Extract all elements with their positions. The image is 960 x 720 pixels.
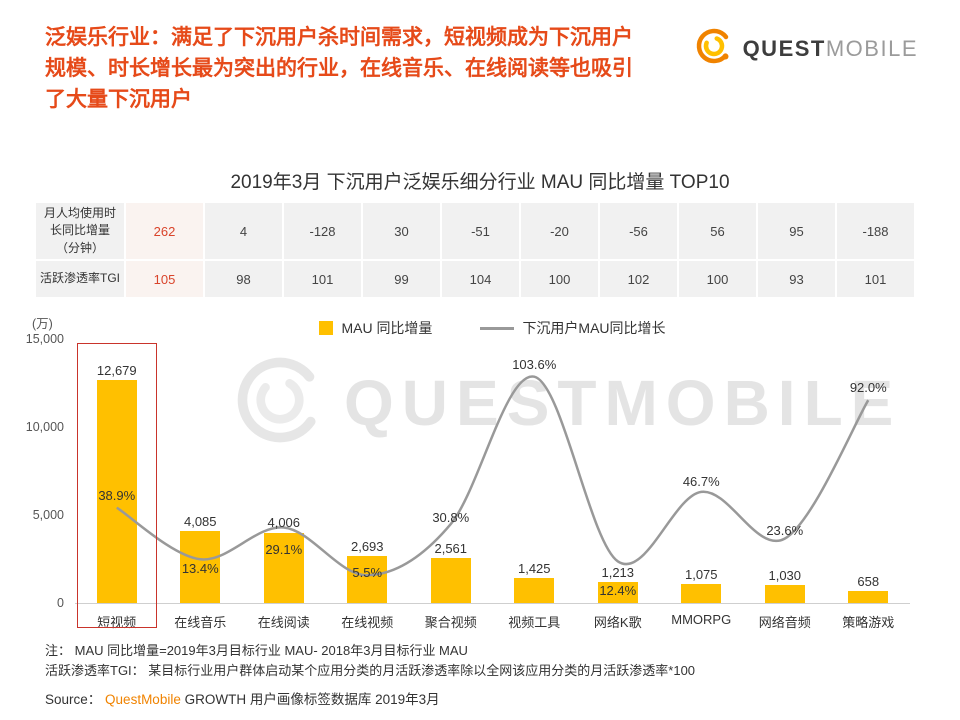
bar-value-label: 12,679	[96, 362, 137, 378]
bar-value-label: 1,075	[684, 567, 718, 583]
questmobile-logo-icon	[694, 26, 734, 71]
y-tick-label: 5,000	[32, 508, 64, 522]
bar-value-label: 2,693	[350, 538, 384, 554]
table-cell: 101	[283, 260, 362, 298]
headline-line-3: 了大量下沉用户	[45, 88, 192, 112]
line-point-label: 5.5%	[352, 565, 383, 581]
x-axis-label: 策略游戏	[842, 615, 895, 630]
bar-value-label: 2,561	[434, 540, 468, 556]
line-point-label: 23.6%	[766, 522, 804, 538]
table-row-label: 月人均使用时长同比增量（分钟）	[35, 202, 125, 260]
legend-line-label: 下沉用户MAU同比增长	[522, 320, 666, 336]
legend-item-line: 下沉用户MAU同比增长	[480, 318, 666, 338]
bar	[681, 584, 722, 603]
table-cell: 101	[836, 260, 915, 298]
x-axis-label: 视频工具	[508, 615, 561, 630]
bar	[430, 557, 471, 603]
bar	[263, 532, 304, 603]
questmobile-logo: QUESTMOBILE	[694, 26, 918, 71]
table-cell: 99	[362, 260, 441, 298]
bar	[96, 379, 137, 603]
table-cell: 98	[204, 260, 283, 298]
x-axis-label: 网络音频	[758, 615, 811, 630]
line-point-label: 13.4%	[181, 561, 219, 577]
table-cell: 95	[757, 202, 836, 260]
footnotes: 注： MAU 同比增量=2019年3月目标行业 MAU- 2018年3月目标行业…	[45, 641, 695, 681]
growth-line	[116, 375, 870, 577]
y-tick-label: 15,000	[25, 332, 64, 346]
line-point-label: 30.8%	[432, 510, 470, 526]
table-cell: 102	[599, 260, 678, 298]
table-cell: 105	[125, 260, 204, 298]
table-cell: 56	[678, 202, 757, 260]
y-axis: 0 5,000 10,000 15,000	[0, 332, 68, 610]
table-cell: -128	[283, 202, 362, 260]
logo-quest-text: QUEST	[742, 35, 826, 61]
line-point-label: 12.4%	[599, 583, 637, 599]
x-axis-label: 短视频	[97, 615, 137, 630]
table-cell: -188	[836, 202, 915, 260]
bar-value-label: 1,425	[517, 560, 551, 576]
bar	[180, 531, 221, 603]
bar	[597, 581, 638, 603]
table-cell: 30	[362, 202, 441, 260]
y-tick-label: 10,000	[25, 420, 64, 434]
legend-item-bar: MAU 同比增量	[319, 318, 432, 338]
bar-value-label: 658	[857, 574, 880, 590]
line-point-label: 103.6%	[512, 356, 557, 372]
bar-value-label: 4,006	[267, 515, 301, 531]
x-axis-label: MMORPG	[671, 612, 732, 627]
bar	[514, 577, 555, 603]
source-rest: GROWTH 用户画像标签数据库 2019年3月	[184, 692, 440, 707]
bar-value-label: 4,085	[183, 514, 217, 530]
chart-title: 2019年3月 下沉用户泛娱乐细分行业 MAU 同比增量 TOP10	[230, 172, 730, 193]
line-point-label: 29.1%	[265, 541, 303, 557]
highlight-box	[76, 343, 157, 628]
table-cell: 104	[441, 260, 520, 298]
table-cell: -20	[520, 202, 599, 260]
bar-series-swatch	[319, 321, 334, 335]
table-cell: 100	[678, 260, 757, 298]
table-cell: 100	[520, 260, 599, 298]
legend-bar-label: MAU 同比增量	[341, 320, 433, 336]
source-line: Source： QuestMobile GROWTH 用户画像标签数据库 201…	[45, 688, 440, 708]
bar	[347, 555, 388, 603]
table-row-label: 活跃渗透率TGI	[35, 260, 125, 298]
source-prefix: Source：	[45, 692, 102, 707]
bar	[764, 584, 805, 603]
y-axis-unit: (万)	[32, 317, 53, 331]
bar-value-label: 1,030	[768, 567, 802, 583]
headline-line-2: 规模、时长增长最为突出的行业，在线音乐、在线阅读等也吸引	[45, 57, 633, 81]
x-axis-label: 在线视频	[341, 615, 394, 630]
table-cell: 4	[204, 202, 283, 260]
chart-legend: MAU 同比增量 下沉用户MAU同比增长	[75, 318, 910, 338]
headline: 泛娱乐行业：满足了下沉用户杀时间需求，短视频成为下沉用户 规模、时长增长最为突出…	[45, 22, 755, 115]
footnote-1: 注： MAU 同比增量=2019年3月目标行业 MAU- 2018年3月目标行业…	[45, 643, 468, 658]
x-axis-label: 网络K歌	[593, 615, 642, 630]
line-point-label: 46.7%	[682, 473, 720, 489]
headline-line-1: 泛娱乐行业：满足了下沉用户杀时间需求，短视频成为下沉用户	[45, 26, 633, 49]
metrics-table: 月人均使用时长同比增量（分钟） 262 4 -128 30 -51 -20 -56 56 95 -1…	[35, 202, 915, 298]
line-point-label: 92.0%	[849, 380, 887, 396]
plot-area: QUESTMOBILE 12,679 短视频 4,085 在线音乐 4,006 在线阅读 2…	[75, 340, 910, 630]
line-series-swatch	[480, 326, 515, 330]
source-brand: QuestMobile	[105, 692, 181, 707]
line-point-label: 38.9%	[98, 487, 136, 503]
growth-line-path	[116, 375, 870, 577]
table-cell: 262	[125, 202, 204, 260]
y-tick-label: 0	[57, 596, 64, 610]
x-axis-label: 在线音乐	[174, 615, 227, 630]
table-cell: 93	[757, 260, 836, 298]
table-cell: -51	[441, 202, 520, 260]
logo-wordmark: QUESTMOBILE	[743, 36, 918, 62]
x-axis-label: 在线阅读	[257, 615, 310, 630]
logo-mobile-text: MOBILE	[825, 35, 918, 61]
bar-value-label: 1,213	[601, 564, 635, 580]
table-cell: -56	[599, 202, 678, 260]
footnote-2: 活跃渗透率TGI： 某目标行业用户群体启动某个应用分类的月活跃渗透率除以全网该应…	[45, 663, 696, 679]
x-axis-label: 聚合视频	[424, 615, 477, 630]
bar	[848, 591, 889, 603]
